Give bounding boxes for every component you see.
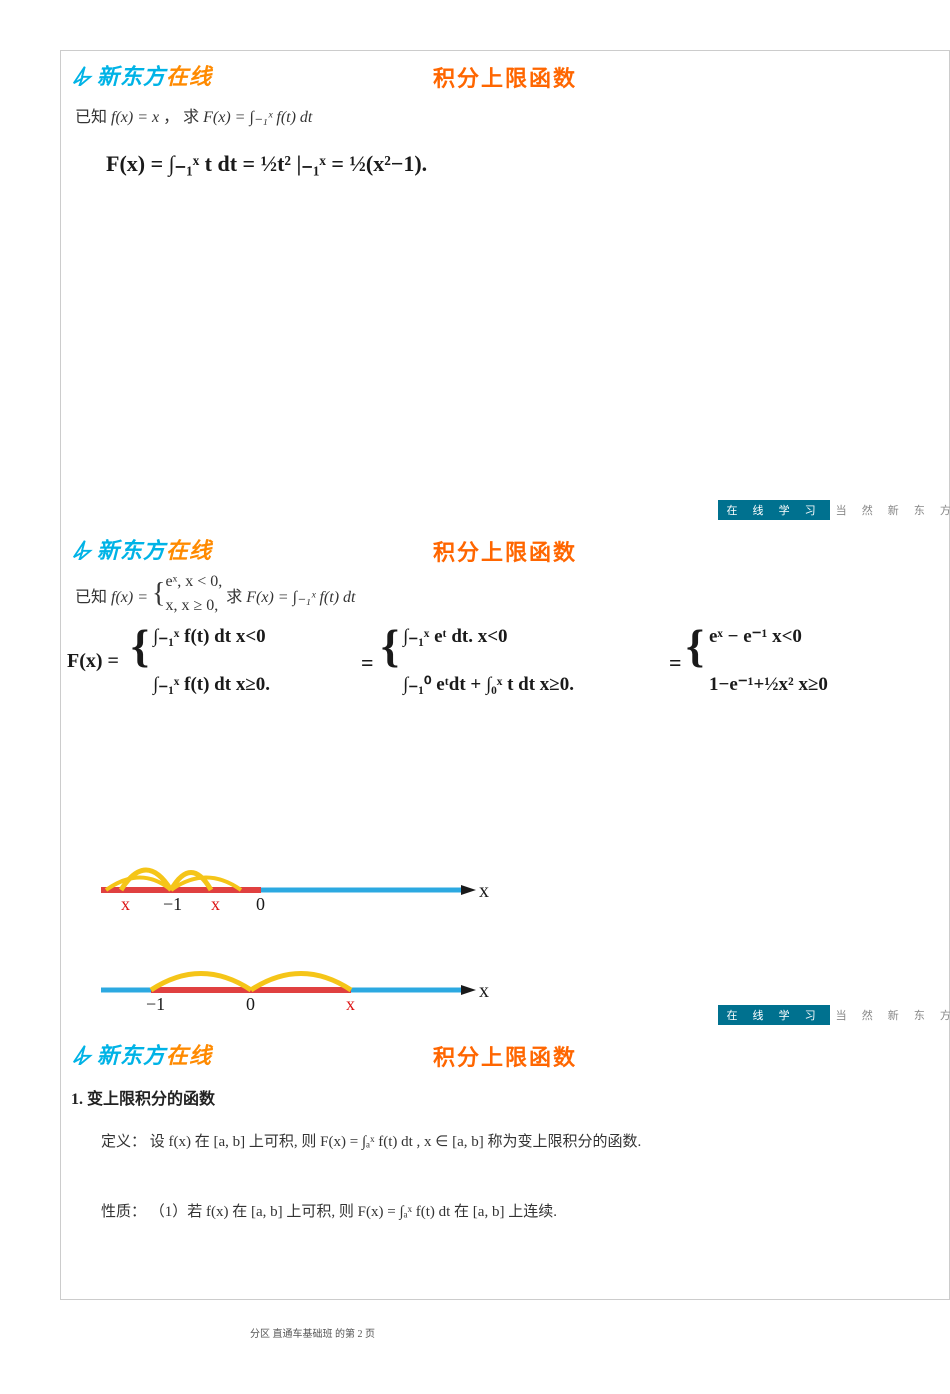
slide-title: 积分上限函数 — [61, 61, 949, 93]
hand-eq2: = — [669, 650, 682, 676]
text: （1）若 f(x) 在 [a, b] 上可积, 则 F(x) = ∫ₐˣ f(t… — [150, 1204, 557, 1220]
text: 已知 — [75, 109, 111, 126]
hand-c3a: eˣ − e⁻¹ x<0 — [709, 625, 802, 648]
brace: { — [686, 625, 704, 666]
text: F(x) = ∫₋₁ˣ f(t) dt — [246, 589, 355, 606]
hand-c3b: 1−e⁻¹+½x² x≥0 — [709, 673, 828, 696]
svg-text:x: x — [346, 994, 355, 1014]
brace: { — [381, 625, 399, 666]
slide-2: 新东方 在线 积分上限函数 已知 f(x) = { eˣ, x < 0, x, … — [60, 525, 950, 1030]
hand-eq1: = — [361, 650, 374, 676]
slide-1: 新东方 在线 积分上限函数 已知 f(x) = x ， 求 F(x) = ∫₋₁… — [60, 50, 950, 525]
footer-trail: 当 然 新 东 方 在 线 — [836, 1007, 950, 1023]
svg-text:x: x — [211, 894, 220, 914]
slide1-problem: 已知 f(x) = x ， 求 F(x) = ∫₋₁ˣ f(t) dt — [75, 103, 312, 127]
footer-trail: 当 然 新 东 方 在 线 — [836, 502, 950, 518]
footer-boxed: 在 线 学 习 — [718, 1005, 829, 1025]
svg-text:−1: −1 — [163, 894, 182, 914]
hand-c2b: ∫₋₁⁰ eᵗdt + ∫₀ˣ t dt x≥0. — [403, 673, 574, 696]
slide-title: 积分上限函数 — [61, 1040, 949, 1072]
slide-3: 新东方 在线 积分上限函数 1. 变上限积分的函数 定义： 设 f(x) 在 [… — [60, 1030, 950, 1300]
footer-strip: 在 线 学 习 当 然 新 东 方 在 线 — [718, 1005, 950, 1025]
handwriting-line: F(x) = ∫₋₁ˣ t dt = ½t² |₋₁ˣ = ½(x²−1). — [106, 151, 427, 177]
case2: x, x ≥ 0, — [165, 597, 222, 615]
text: 已知 — [75, 589, 111, 606]
hand-c2a: ∫₋₁ˣ eᵗ dt. x<0 — [403, 625, 508, 648]
svg-text:x: x — [479, 880, 489, 902]
page: 新东方 在线 积分上限函数 已知 f(x) = x ， 求 F(x) = ∫₋₁… — [60, 50, 950, 1300]
property-line: 性质： （1）若 f(x) 在 [a, b] 上可积, 则 F(x) = ∫ₐˣ… — [101, 1200, 557, 1221]
slide-title: 积分上限函数 — [61, 535, 949, 567]
number-line-diagram-2: −1 0 x x — [91, 945, 491, 1015]
svg-text:x: x — [479, 980, 489, 1002]
brace: { — [131, 625, 149, 666]
label: 定义： — [101, 1134, 146, 1150]
case1: eˣ, x < 0, — [165, 573, 222, 591]
hand-c1b: ∫₋₁ˣ f(t) dt x≥0. — [153, 673, 270, 696]
text: f(x) = x — [111, 109, 159, 126]
label: 性质： — [101, 1204, 146, 1220]
text: ， 求 — [163, 109, 203, 126]
text: 求 — [226, 589, 246, 606]
section-heading: 1. 变上限积分的函数 — [71, 1085, 215, 1109]
svg-text:x: x — [121, 894, 130, 914]
hand-lhs: F(x) = — [67, 650, 119, 673]
number-line-diagram-1: x −1 x 0 x — [91, 835, 491, 915]
footer-strip: 在 线 学 习 当 然 新 东 方 在 线 — [718, 500, 950, 520]
footer-boxed: 在 线 学 习 — [718, 500, 829, 520]
svg-text:0: 0 — [256, 894, 265, 914]
hand-c1a: ∫₋₁ˣ f(t) dt x<0 — [153, 625, 266, 648]
page-number-label: 分区 直通车基础班 的第 2 页 — [250, 1325, 375, 1340]
text: 设 f(x) 在 [a, b] 上可积, 则 F(x) = ∫ₐˣ f(t) d… — [150, 1134, 642, 1150]
slide2-problem: 已知 f(x) = { eˣ, x < 0, x, x ≥ 0, 求 F(x) … — [75, 573, 355, 615]
svg-text:−1: −1 — [146, 994, 165, 1014]
text: F(x) = ∫₋₁ˣ f(t) dt — [203, 109, 312, 126]
definition-line: 定义： 设 f(x) 在 [a, b] 上可积, 则 F(x) = ∫ₐˣ f(… — [101, 1130, 641, 1151]
svg-text:0: 0 — [246, 994, 255, 1014]
